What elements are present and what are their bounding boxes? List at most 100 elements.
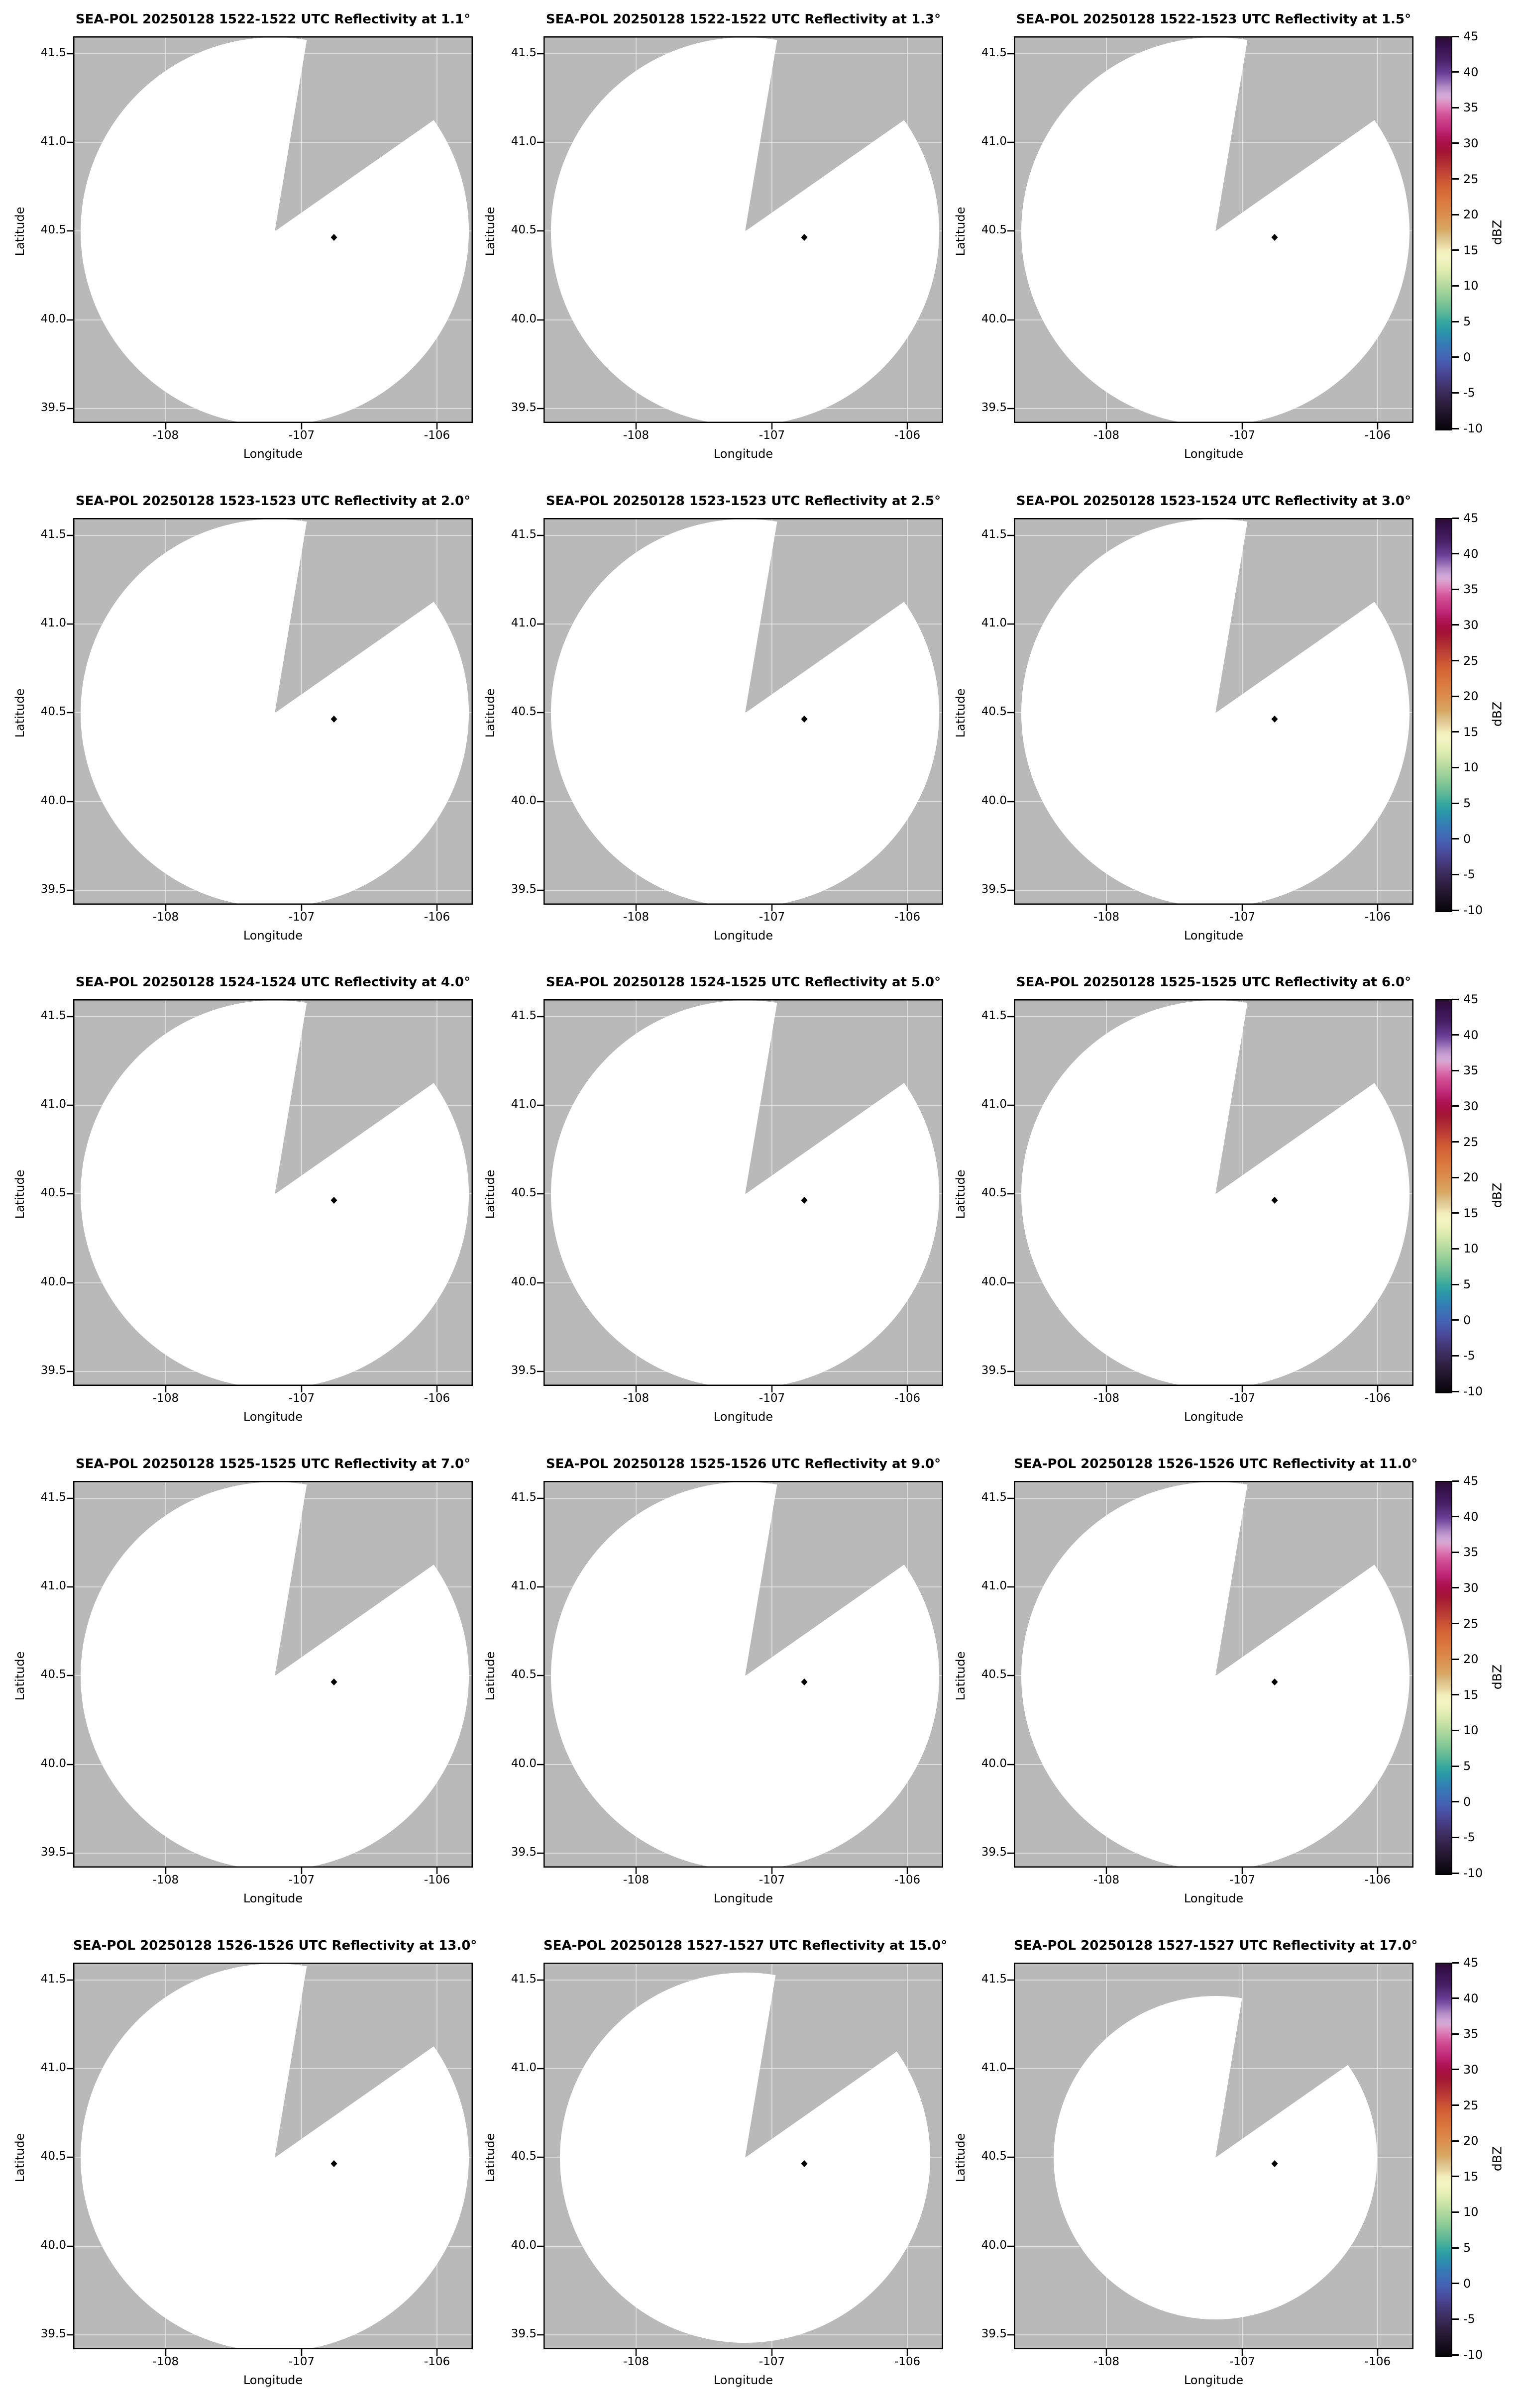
colorbar-tick-mark <box>1452 517 1459 519</box>
y-tick-label: 40.0 <box>40 1757 66 1770</box>
colorbar-tick-mark <box>1452 695 1459 697</box>
axes-spines <box>543 999 943 1386</box>
y-tick-label: 40.0 <box>981 1275 1007 1288</box>
radar-marker <box>801 1678 808 1685</box>
ppi-plot <box>537 36 943 429</box>
colorbar-tick-mark <box>1452 873 1459 875</box>
ppi-panel-3: SEA-POL 20250128 1522-1523 UTC Reflectiv… <box>941 0 1413 482</box>
y-tick-label: 40.5 <box>511 223 537 236</box>
colorbar-tick-label: 30 <box>1463 136 1479 150</box>
x-tick-label: -108 <box>623 1874 650 1886</box>
longitude-axis-label: Longitude <box>1184 1891 1244 1905</box>
colorbar-tick-label: 20 <box>1463 1170 1479 1185</box>
x-tick-label: -106 <box>894 911 921 924</box>
ppi-panel-14: SEA-POL 20250128 1527-1527 UTC Reflectiv… <box>470 1926 947 2408</box>
colorbar-dbz-label: dBZ <box>1490 1664 1505 1690</box>
ppi-plot <box>67 1481 473 1874</box>
y-tick-label: 41.0 <box>511 2061 537 2074</box>
y-tick-label: 41.5 <box>40 528 66 541</box>
colorbar-tick-mark <box>1452 2354 1459 2356</box>
y-tick-label: 40.5 <box>981 2150 1007 2163</box>
x-tick-label: -108 <box>623 2355 650 2368</box>
x-tick-label: -108 <box>623 911 650 924</box>
y-tick-label: 41.5 <box>981 1009 1007 1022</box>
x-tick-label: -106 <box>1364 429 1391 442</box>
y-tick-label: 39.5 <box>981 401 1007 414</box>
radar-marker <box>331 1678 337 1685</box>
colorbar-tick-label: 35 <box>1463 2027 1479 2041</box>
y-tick-label: 41.0 <box>981 135 1007 148</box>
longitude-axis-label: Longitude <box>1184 929 1244 942</box>
y-tick-label: 41.5 <box>511 528 537 541</box>
colorbar-tick-label: 20 <box>1463 208 1479 222</box>
colorbar-tick-mark <box>1452 427 1459 429</box>
latitude-axis-label: Latitude <box>483 207 497 256</box>
latitude-axis-label: Latitude <box>954 1651 968 1701</box>
y-tick-label: 40.5 <box>40 2150 66 2163</box>
colorbar <box>1435 518 1452 912</box>
x-tick-label: -106 <box>424 1874 450 1886</box>
y-tick-label: 41.5 <box>511 1009 537 1022</box>
longitude-axis-label: Longitude <box>243 447 303 461</box>
ppi-panel-4: SEA-POL 20250128 1523-1523 UTC Reflectiv… <box>0 482 473 963</box>
colorbar-dbz-label: dBZ <box>1490 1182 1505 1208</box>
panel-title: SEA-POL 20250128 1525-1525 UTC Reflectiv… <box>1016 975 1411 990</box>
ppi-panel-15: SEA-POL 20250128 1527-1527 UTC Reflectiv… <box>941 1926 1417 2408</box>
x-tick-label: -108 <box>623 429 650 442</box>
scan-disc <box>81 1000 469 1388</box>
colorbar-tick-mark <box>1452 2283 1459 2285</box>
y-tick-label: 39.5 <box>40 2327 66 2340</box>
y-tick-label: 40.5 <box>40 705 66 718</box>
y-tick-label: 39.5 <box>511 2327 537 2340</box>
colorbar-tick-label: 45 <box>1463 1956 1479 1970</box>
colorbar-tick-mark <box>1452 106 1459 108</box>
ppi-panel-12: SEA-POL 20250128 1526-1526 UTC Reflectiv… <box>941 1445 1417 1926</box>
panel-title: SEA-POL 20250128 1523-1524 UTC Reflectiv… <box>1016 494 1411 509</box>
y-tick-label: 40.0 <box>981 2239 1007 2252</box>
colorbar-tick-label: 5 <box>1463 796 1471 811</box>
y-tick-label: 41.5 <box>40 1009 66 1022</box>
colorbar-tick-mark <box>1452 553 1459 555</box>
colorbar-tick-mark <box>1452 1658 1459 1660</box>
y-tick-label: 40.0 <box>511 313 537 325</box>
longitude-axis-label: Longitude <box>243 1891 303 1905</box>
scan-disc <box>81 37 469 425</box>
colorbar-tick-label: 45 <box>1463 1474 1479 1488</box>
y-tick-label: 39.5 <box>981 883 1007 896</box>
x-tick-label: -106 <box>894 1874 921 1886</box>
ppi-plot <box>1007 518 1413 911</box>
x-tick-label: -107 <box>758 911 785 924</box>
colorbar-tick-label: 40 <box>1463 546 1479 561</box>
y-tick-label: 41.0 <box>40 617 66 629</box>
colorbar-tick-mark <box>1452 1694 1459 1696</box>
panel-title: SEA-POL 20250128 1524-1524 UTC Reflectiv… <box>75 975 471 990</box>
colorbar-tick-label: -10 <box>1463 1866 1483 1880</box>
panel-title: SEA-POL 20250128 1522-1523 UTC Reflectiv… <box>1016 12 1411 27</box>
colorbar-tick-label: 30 <box>1463 1580 1479 1595</box>
colorbar-tick-mark <box>1452 838 1459 840</box>
x-tick-label: -108 <box>152 429 179 442</box>
ppi-panel-7: SEA-POL 20250128 1524-1524 UTC Reflectiv… <box>0 963 473 1445</box>
y-tick-label: 41.0 <box>511 135 537 148</box>
radar-marker <box>801 1197 808 1204</box>
scan-disc <box>1054 1996 1377 2319</box>
colorbar-tick-mark <box>1452 1729 1459 1731</box>
longitude-axis-label: Longitude <box>1184 2373 1244 2387</box>
y-tick-label: 40.5 <box>40 1668 66 1681</box>
colorbar-tick-mark <box>1452 2211 1459 2213</box>
colorbar-tick-label: 40 <box>1463 65 1479 79</box>
latitude-axis-label: Latitude <box>954 207 968 256</box>
y-tick-label: 41.0 <box>511 1098 537 1111</box>
scan-disc <box>551 519 939 907</box>
y-tick-label: 39.5 <box>511 1846 537 1859</box>
colorbar-tick-mark <box>1452 1105 1459 1107</box>
y-tick-label: 40.0 <box>40 2239 66 2252</box>
y-tick-label: 41.5 <box>981 46 1007 59</box>
colorbar-tick-mark <box>1452 1801 1459 1803</box>
colorbar-tick-mark <box>1452 909 1459 911</box>
axes-spines <box>543 1481 943 1868</box>
y-tick-label: 39.5 <box>511 401 537 414</box>
panel-title: SEA-POL 20250128 1522-1522 UTC Reflectiv… <box>545 12 941 27</box>
colorbar-tick-label: 5 <box>1463 2241 1471 2255</box>
